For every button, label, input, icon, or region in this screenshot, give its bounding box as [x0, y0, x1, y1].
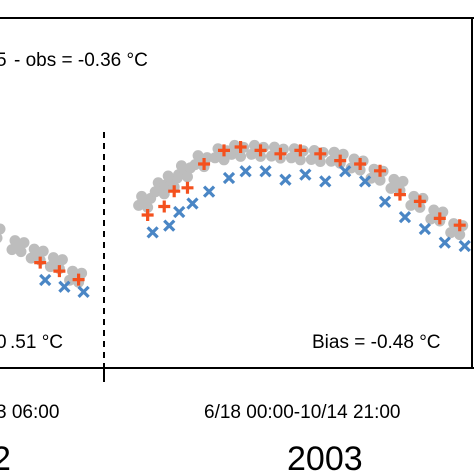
left-obs-point [47, 252, 59, 264]
right-plus-marker [158, 200, 171, 213]
right-obs-point [192, 150, 204, 162]
data-marks [0, 139, 471, 299]
left-bias-prefix: 0 [0, 332, 7, 353]
left-plus-marker [34, 256, 47, 269]
right-plus-marker [374, 164, 387, 177]
right-plus-marker [218, 144, 230, 157]
header-text: - obs = -0.36 °C [14, 50, 148, 71]
left-obs-point [18, 237, 30, 249]
right-plus-marker [354, 158, 367, 170]
left-obs-point [9, 235, 21, 247]
right-plus-marker [453, 219, 466, 232]
right-plus-marker [433, 212, 446, 225]
right-obs-point [162, 170, 174, 182]
right-plus-marker [413, 195, 426, 208]
right-cross-marker [319, 175, 332, 188]
header-prefix: 5 [0, 50, 7, 71]
right-obs-point [175, 160, 187, 172]
right-cross-marker [222, 171, 236, 185]
left-cross-marker [58, 280, 71, 293]
left-obs-point [56, 254, 68, 266]
right-obs-point [249, 139, 261, 151]
right-plus-marker [314, 147, 327, 160]
right-cross-marker [378, 195, 392, 208]
left-cross-marker [77, 285, 90, 299]
right-cross-marker [438, 236, 451, 249]
right-cross-marker [186, 197, 199, 210]
right-obs-point [314, 156, 326, 167]
right-cross-marker [259, 165, 272, 178]
right-obs-point [158, 188, 170, 200]
right-plus-marker [334, 154, 347, 167]
right-bias-label: Bias = -0.48 °C [312, 332, 441, 353]
right-obs-point [218, 154, 230, 166]
right-cross-marker [458, 239, 471, 253]
right-obs-point [348, 153, 360, 165]
right-plus-marker [393, 188, 406, 201]
right-plus-marker [294, 144, 307, 157]
right-cross-marker [358, 175, 372, 188]
right-plus-marker [168, 185, 181, 198]
right-obs-point [428, 204, 440, 216]
left-bias-label: .51 °C [10, 332, 63, 353]
right-obs-point [454, 229, 466, 241]
right-obs-point [388, 173, 400, 185]
right-plus-marker [234, 141, 247, 153]
right-period-label: 6/18 00:00-10/14 21:00 [204, 402, 401, 423]
left-obs-point [67, 265, 79, 277]
left-obs-point [0, 233, 3, 243]
right-plus-marker [254, 144, 267, 157]
right-cross-marker [163, 219, 176, 232]
left-plus-marker [72, 273, 85, 286]
right-plus-marker [274, 147, 287, 160]
right-cross-marker [339, 165, 352, 178]
right-obs-point [235, 150, 247, 162]
left-obs-point [15, 246, 27, 258]
right-cross-marker [202, 185, 216, 198]
right-obs-point [328, 146, 340, 158]
right-obs-point [136, 190, 148, 202]
right-plus-marker [141, 209, 154, 221]
right-cross-marker [418, 222, 432, 236]
right-cross-marker [398, 210, 412, 224]
right-year-label: 2003 [287, 440, 363, 474]
right-cross-marker [299, 168, 312, 181]
right-cross-marker [146, 226, 159, 239]
right-obs-point [374, 174, 386, 186]
left-obs-point [37, 245, 49, 257]
right-obs-point [142, 201, 154, 213]
right-obs-point [294, 154, 306, 166]
right-obs-point [397, 175, 409, 187]
left-cross-marker [39, 273, 52, 287]
right-plus-marker [181, 181, 194, 194]
left-obs-point [0, 223, 6, 235]
right-plus-marker [198, 158, 211, 170]
left-plus-marker [53, 265, 66, 278]
right-obs-point [181, 171, 193, 183]
left-obs-point [28, 243, 40, 255]
right-cross-marker [239, 165, 252, 178]
right-obs-point [408, 190, 420, 202]
left-year-label: 2 [0, 440, 11, 474]
left-period-label: 3 06:00 [0, 402, 59, 423]
right-cross-marker [279, 173, 292, 186]
right-obs-point [268, 141, 280, 153]
right-cross-marker [173, 205, 186, 219]
